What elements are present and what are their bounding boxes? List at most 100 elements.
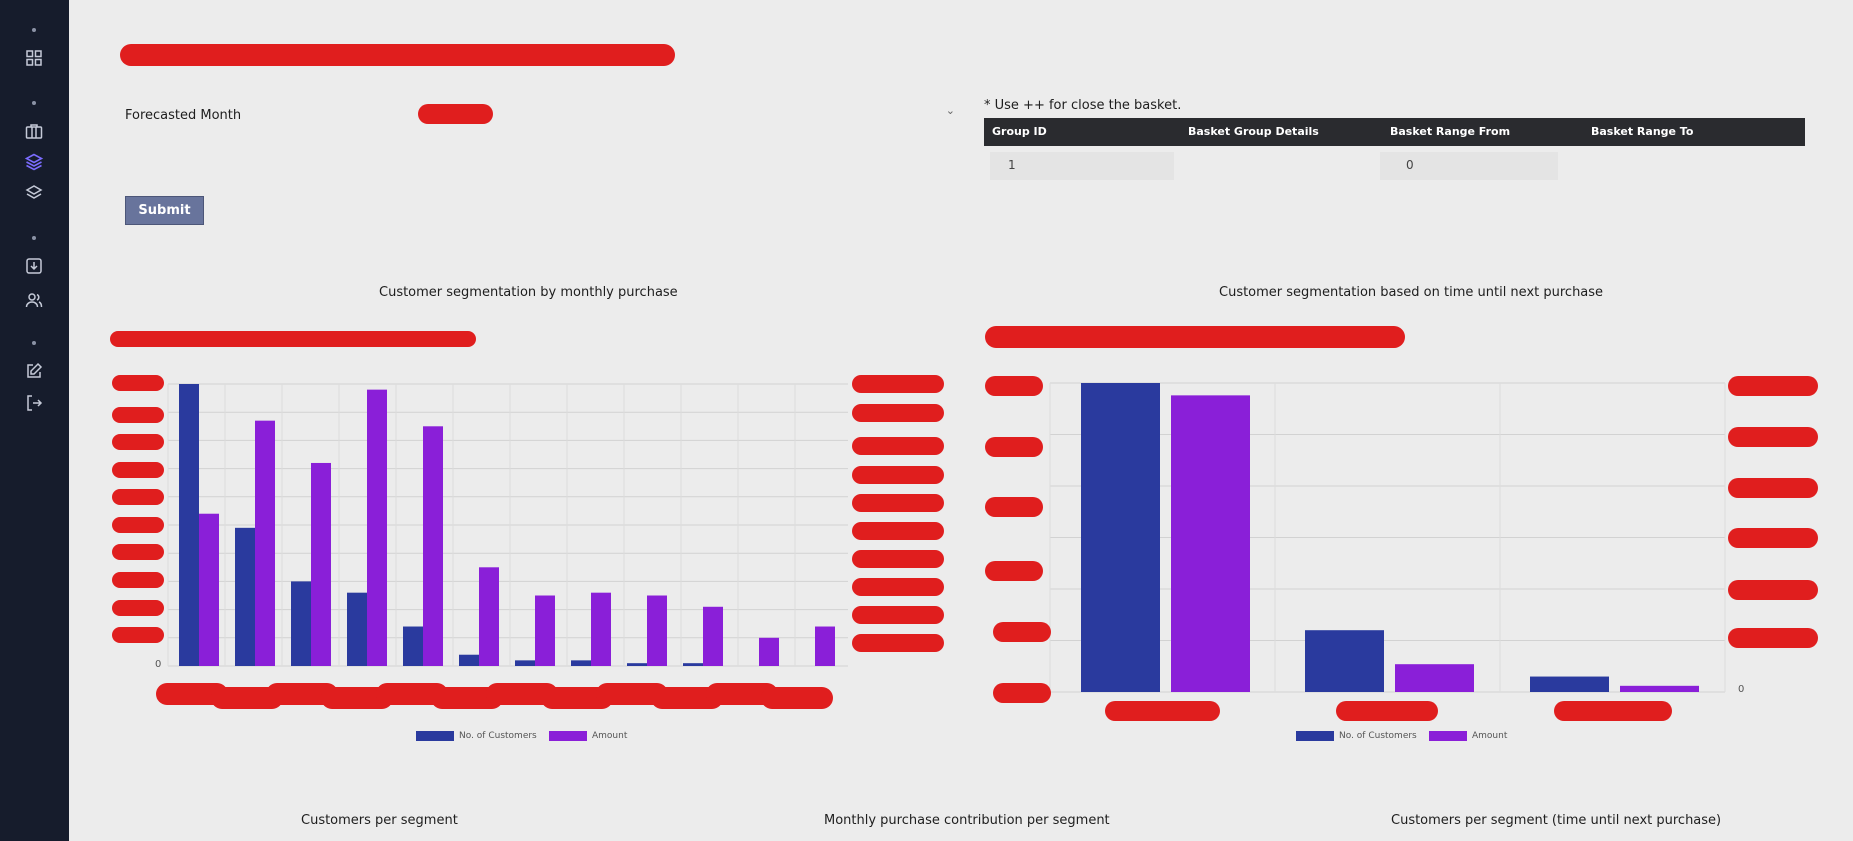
layers-icon[interactable] (24, 183, 44, 203)
axis-label-redaction (852, 375, 944, 393)
axis-label-redaction (852, 437, 944, 455)
axis-label-redaction (112, 517, 164, 533)
table-header: Group ID Basket Group Details Basket Ran… (984, 118, 1805, 146)
axis-label-redaction (1728, 628, 1818, 648)
axis-label-redaction (112, 489, 164, 505)
submit-button[interactable]: Submit (125, 196, 204, 225)
chart2-x-label-redaction (1554, 701, 1672, 721)
forecast-month-label: Forecasted Month (125, 108, 242, 123)
axis-label-redaction (852, 494, 944, 512)
bar-customers (571, 660, 591, 666)
sidebar (0, 0, 69, 841)
chart1-legend-customers: No. of Customers (459, 731, 537, 741)
axis-label-redaction (1728, 376, 1818, 396)
chart2-grid (1049, 382, 1726, 693)
edit-icon[interactable] (24, 361, 44, 381)
axis-label-redaction (376, 683, 448, 705)
chart1-legend-swatch-customers (416, 731, 454, 741)
bar-amount (535, 595, 555, 666)
download-box-icon[interactable] (24, 256, 44, 276)
axis-label-redaction (993, 622, 1051, 642)
bar-customers (627, 663, 647, 666)
bar-amount (815, 626, 835, 666)
axis-label-redaction (1728, 478, 1818, 498)
bar-amount (311, 462, 331, 666)
logout-icon[interactable] (24, 393, 44, 413)
axis-label-redaction (985, 497, 1043, 517)
axis-label-redaction (852, 522, 944, 540)
bar-amount (199, 513, 219, 666)
chart2-title: Customer segmentation based on time unti… (1219, 285, 1604, 300)
bar-customers (683, 663, 703, 666)
chart2-bars (1081, 383, 1699, 692)
chart2-y-tick: 0 (1738, 684, 1745, 695)
axis-label-redaction (993, 683, 1051, 703)
page-title-redaction (120, 44, 675, 66)
axis-label-redaction (321, 687, 393, 709)
axis-label-redaction (852, 578, 944, 596)
users-icon[interactable] (24, 290, 44, 310)
briefcase-icon[interactable] (24, 121, 44, 141)
range-from-field[interactable] (1380, 152, 1558, 180)
sidebar-divider-dot (32, 236, 36, 240)
axis-label-redaction (1728, 580, 1818, 600)
basket-note: * Use ++ for close the basket. (984, 98, 1182, 113)
axis-label-redaction (112, 434, 164, 450)
chart2-legend-swatch-amount (1429, 731, 1467, 741)
col-basket-range-from: Basket Range From (1390, 125, 1511, 138)
axis-label-redaction (112, 375, 164, 391)
axis-label-redaction (112, 407, 164, 423)
bar-amount (703, 606, 723, 666)
axis-label-redaction (852, 550, 944, 568)
axis-label-redaction (852, 404, 944, 422)
chart2-subtitle-redaction (985, 326, 1405, 348)
bar-amount (759, 637, 779, 666)
axis-label-redaction (651, 687, 723, 709)
bar-customers (179, 384, 199, 666)
chart2-x-label-redaction (1336, 701, 1438, 721)
axis-label-redaction (112, 544, 164, 560)
bar-customers (1305, 630, 1384, 692)
axis-label-redaction (266, 683, 338, 705)
bar-amount (647, 595, 667, 666)
axis-label-redaction (112, 600, 164, 616)
bottom-title-monthly-contribution: Monthly purchase contribution per segmen… (824, 813, 1110, 828)
bar-amount (479, 567, 499, 666)
forecast-month-select[interactable]: ⌄ (410, 100, 955, 128)
bar-amount (255, 420, 275, 666)
chart1-legend-amount: Amount (592, 731, 628, 741)
bar-customers (515, 660, 535, 666)
cell-group-id: 1 (1008, 158, 1016, 172)
bottom-title-customers-per-segment: Customers per segment (301, 813, 458, 828)
bar-amount (423, 426, 443, 666)
axis-label-redaction (852, 634, 944, 652)
chart1-grid (167, 383, 848, 667)
axis-label-redaction (211, 687, 283, 709)
bar-amount (1620, 685, 1699, 692)
bar-amount (591, 592, 611, 666)
axis-label-redaction (761, 687, 833, 709)
basket-table: Group ID Basket Group Details Basket Ran… (984, 118, 1805, 186)
axis-label-redaction (985, 561, 1043, 581)
axis-label-redaction (1728, 427, 1818, 447)
chart1-subtitle-redaction (110, 331, 476, 347)
layers-active-icon[interactable] (24, 152, 44, 172)
table-row: 1 0 (984, 146, 1805, 186)
group-id-field[interactable] (990, 152, 1174, 180)
bar-customers (1530, 676, 1609, 692)
bar-customers (1081, 383, 1160, 692)
axis-label-redaction (985, 437, 1043, 457)
chart2-legend-customers: No. of Customers (1339, 731, 1417, 741)
sidebar-divider-dot (32, 101, 36, 105)
chart1-bars (179, 384, 835, 666)
sidebar-divider-dot (32, 341, 36, 345)
axis-label-redaction (112, 572, 164, 588)
grid-icon[interactable] (24, 48, 44, 68)
axis-label-redaction (852, 466, 944, 484)
bar-customers (403, 626, 423, 666)
col-basket-range-to: Basket Range To (1591, 125, 1694, 138)
bar-customers (291, 581, 311, 666)
forecast-value-redaction (418, 104, 493, 124)
